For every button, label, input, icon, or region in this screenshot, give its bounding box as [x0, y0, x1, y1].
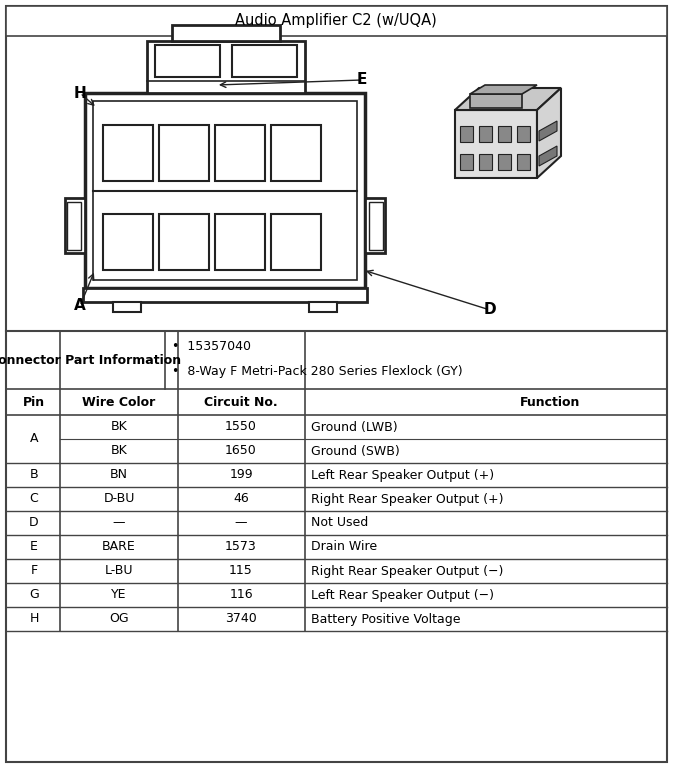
Bar [271, 124, 321, 180]
Text: B: B [30, 468, 38, 482]
Text: —: — [235, 517, 247, 529]
Text: Wire Color: Wire Color [82, 396, 155, 409]
Bar [460, 154, 473, 170]
Text: Not Used: Not Used [311, 517, 368, 529]
Text: Circuit No.: Circuit No. [204, 396, 278, 409]
Text: D-BU: D-BU [104, 492, 135, 505]
Text: A: A [30, 432, 38, 445]
Text: 3740: 3740 [225, 613, 257, 625]
Text: 199: 199 [229, 468, 253, 482]
Bar [517, 126, 530, 142]
Bar [113, 302, 141, 312]
Text: E: E [357, 72, 367, 88]
Text: Ground (SWB): Ground (SWB) [311, 445, 400, 458]
Bar [460, 126, 473, 142]
Polygon shape [470, 85, 537, 94]
Text: D: D [484, 303, 496, 317]
Text: L-BU: L-BU [105, 564, 133, 578]
Text: 1573: 1573 [225, 541, 257, 554]
Bar [147, 41, 305, 93]
Text: G: G [29, 588, 39, 601]
Bar [498, 126, 511, 142]
Bar [369, 202, 383, 250]
Bar [498, 154, 511, 170]
Bar [517, 154, 530, 170]
Polygon shape [537, 88, 561, 178]
Bar [159, 214, 209, 270]
Text: OG: OG [109, 613, 129, 625]
Text: D: D [29, 517, 39, 529]
Bar [172, 25, 280, 41]
Bar [103, 124, 153, 180]
Text: Battery Positive Voltage: Battery Positive Voltage [311, 613, 460, 625]
Text: —: — [113, 517, 125, 529]
Text: Right Rear Speaker Output (+): Right Rear Speaker Output (+) [311, 492, 503, 505]
Text: Ground (LWB): Ground (LWB) [311, 421, 398, 433]
Text: C: C [30, 492, 38, 505]
Text: Connector Part Information: Connector Part Information [0, 353, 182, 366]
Text: YE: YE [111, 588, 127, 601]
Text: Left Rear Speaker Output (−): Left Rear Speaker Output (−) [311, 588, 494, 601]
Bar [232, 45, 297, 77]
Text: BK: BK [110, 421, 127, 433]
Bar [215, 214, 265, 270]
Polygon shape [539, 146, 557, 166]
Text: Drain Wire: Drain Wire [311, 541, 377, 554]
Text: Audio Amplifier C2 (w/UQA): Audio Amplifier C2 (w/UQA) [235, 14, 437, 28]
Bar [85, 93, 365, 288]
Bar [479, 154, 492, 170]
Bar [6, 6, 667, 36]
Text: Function: Function [520, 396, 580, 409]
Polygon shape [455, 110, 537, 178]
Polygon shape [539, 121, 557, 141]
Text: E: E [30, 541, 38, 554]
Text: Pin: Pin [23, 396, 45, 409]
Bar [83, 288, 367, 302]
Bar [65, 198, 85, 253]
Text: Left Rear Speaker Output (+): Left Rear Speaker Output (+) [311, 468, 494, 482]
Bar [155, 45, 220, 77]
Text: 115: 115 [229, 564, 253, 578]
Bar [159, 124, 209, 180]
Bar [271, 214, 321, 270]
Text: 116: 116 [229, 588, 253, 601]
Text: 1650: 1650 [225, 445, 257, 458]
Text: BK: BK [110, 445, 127, 458]
Text: 1550: 1550 [225, 421, 257, 433]
Text: BARE: BARE [102, 541, 136, 554]
Bar [93, 101, 357, 280]
Text: 46: 46 [233, 492, 249, 505]
Text: F: F [30, 564, 38, 578]
Bar [365, 198, 385, 253]
Text: Right Rear Speaker Output (−): Right Rear Speaker Output (−) [311, 564, 503, 578]
Bar [470, 94, 522, 108]
Text: •  8-Way F Metri-Pack 280 Series Flexlock (GY): • 8-Way F Metri-Pack 280 Series Flexlock… [172, 365, 462, 378]
Text: A: A [74, 299, 86, 313]
Text: H: H [30, 613, 38, 625]
Text: •  15357040: • 15357040 [172, 340, 251, 353]
Bar [309, 302, 337, 312]
Text: BN: BN [110, 468, 128, 482]
Text: H: H [73, 85, 86, 101]
Bar [479, 126, 492, 142]
Bar [215, 124, 265, 180]
Bar [67, 202, 81, 250]
Bar [103, 214, 153, 270]
Polygon shape [455, 88, 561, 110]
